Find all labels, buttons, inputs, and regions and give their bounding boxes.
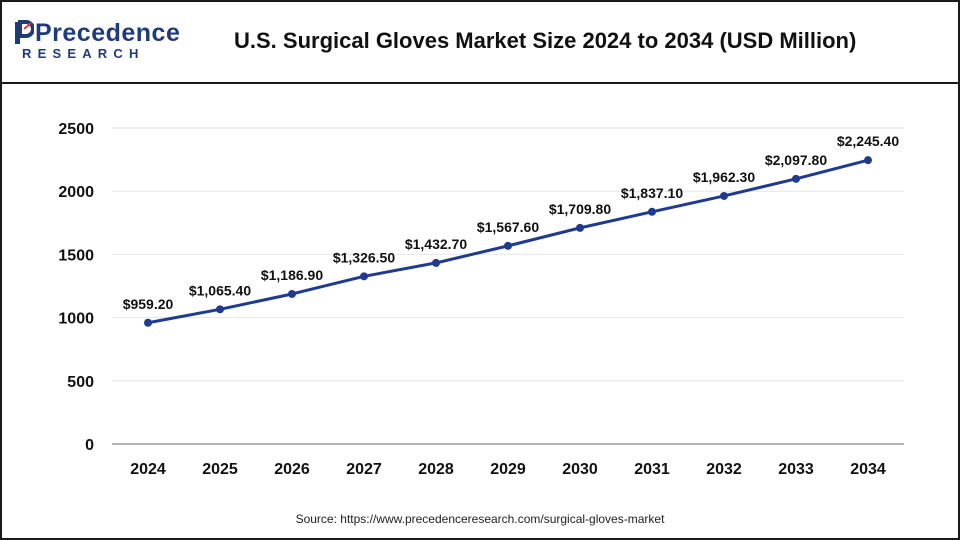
logo-mark-icon bbox=[15, 20, 34, 44]
x-tick-label: 2029 bbox=[490, 461, 526, 478]
y-tick-label: 1500 bbox=[58, 247, 94, 264]
data-label: $1,709.80 bbox=[549, 201, 611, 217]
data-label: $1,962.30 bbox=[693, 169, 755, 185]
y-tick-label: 0 bbox=[85, 437, 94, 454]
source-note: Source: https://www.precedenceresearch.c… bbox=[295, 512, 665, 526]
x-tick-label: 2034 bbox=[850, 461, 886, 478]
data-point bbox=[792, 174, 800, 183]
x-tick-label: 2024 bbox=[130, 461, 166, 478]
data-point bbox=[288, 289, 296, 298]
header: Precedence RESEARCH U.S. Surgical Gloves… bbox=[2, 2, 958, 84]
data-point bbox=[864, 156, 872, 165]
data-label: $2,097.80 bbox=[765, 152, 827, 168]
data-label: $1,837.10 bbox=[621, 185, 683, 201]
x-tick-label: 2028 bbox=[418, 461, 454, 478]
y-tick-label: 2000 bbox=[58, 184, 94, 201]
y-tick-label: 2500 bbox=[58, 121, 94, 138]
data-point bbox=[720, 191, 728, 200]
x-tick-label: 2027 bbox=[346, 461, 382, 478]
data-label: $1,065.40 bbox=[189, 282, 251, 298]
data-point bbox=[144, 318, 152, 327]
data-label: $1,432.70 bbox=[405, 236, 467, 252]
brand-logo: Precedence RESEARCH bbox=[14, 16, 180, 68]
data-point bbox=[216, 305, 224, 314]
data-point bbox=[576, 223, 584, 232]
data-label: $1,567.60 bbox=[477, 219, 539, 235]
line-chart: 0 500 1000 1500 2000 2500 2024 2025 2026 2027 2028… bbox=[58, 121, 904, 478]
x-tick-label: 2032 bbox=[706, 461, 742, 478]
data-label: $1,326.50 bbox=[333, 249, 395, 265]
data-point bbox=[432, 258, 440, 267]
x-tick-label: 2025 bbox=[202, 461, 238, 478]
data-label: $959.20 bbox=[123, 296, 174, 312]
x-tick-label: 2026 bbox=[274, 461, 310, 478]
y-tick-label: 1000 bbox=[58, 311, 94, 328]
data-label: $2,245.40 bbox=[837, 133, 899, 149]
data-point bbox=[504, 241, 512, 250]
series-line bbox=[147, 158, 869, 325]
x-tick-label: 2030 bbox=[562, 461, 598, 478]
data-point bbox=[360, 272, 368, 281]
x-tick-label: 2031 bbox=[634, 461, 670, 478]
brand-subtitle: RESEARCH bbox=[22, 46, 145, 61]
brand-name: Precedence bbox=[35, 19, 181, 47]
x-tick-label: 2033 bbox=[778, 461, 814, 478]
data-label: $1,186.90 bbox=[261, 267, 323, 283]
y-tick-label: 500 bbox=[67, 374, 94, 391]
chart-title: U.S. Surgical Gloves Market Size 2024 to… bbox=[234, 28, 857, 53]
data-point bbox=[648, 207, 656, 216]
